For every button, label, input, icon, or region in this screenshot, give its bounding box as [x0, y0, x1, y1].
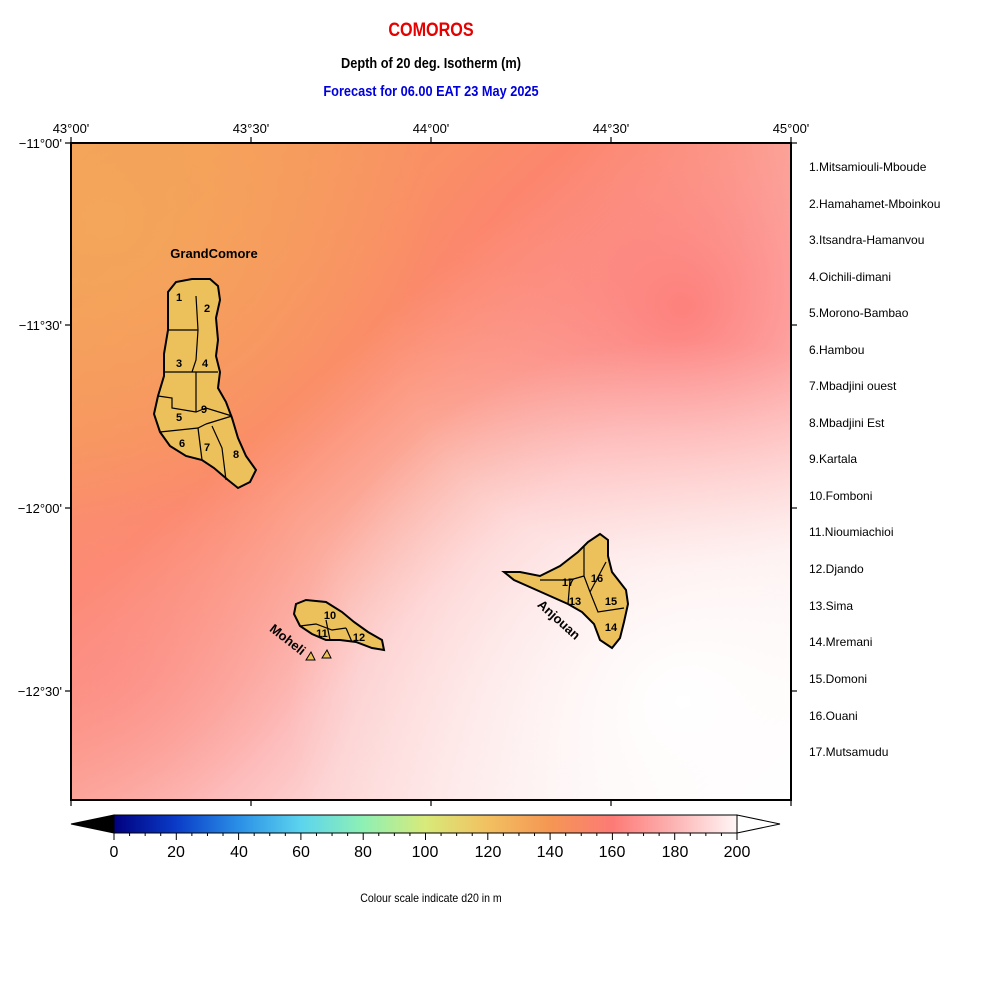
region-number: 9 [201, 404, 207, 416]
region-number: 4 [202, 358, 209, 370]
region-number: 8 [233, 449, 239, 461]
legend-item: 7.Mbadjini ouest [809, 379, 897, 393]
lon-label: 43°00' [53, 121, 90, 136]
colorbar-tick-labels: 0 20 40 60 80 100 120 140 160 180 200 [110, 844, 751, 861]
legend-item: 5.Morono-Bambao [809, 306, 909, 320]
lon-label: 44°30' [593, 121, 630, 136]
legend-item: 9.Kartala [809, 452, 857, 466]
colorbar: 0 20 40 60 80 100 120 140 160 180 200 [70, 814, 781, 861]
region-number: 7 [204, 442, 210, 454]
lat-label: −12°30' [18, 684, 62, 699]
colorbar-tick-label: 100 [412, 844, 439, 861]
colorbar-high-arrow [736, 814, 781, 834]
moheli-island [292, 598, 386, 661]
colorbar-ramp [113, 814, 738, 834]
lat-label: −11°00' [19, 136, 62, 151]
region-number: 17 [562, 577, 574, 589]
region-number: 13 [569, 596, 581, 608]
map-subtitle: Depth of 20 deg. Isotherm (m) [341, 55, 521, 72]
legend-item: 8.Mbadjini Est [809, 416, 885, 430]
region-number: 3 [176, 358, 182, 370]
region-number: 6 [179, 438, 185, 450]
region-number: 14 [605, 622, 618, 634]
legend-item: 16.Ouani [809, 709, 858, 723]
colorbar-tick-label: 40 [230, 844, 248, 861]
colorbar-tick-label: 200 [724, 844, 751, 861]
lon-label: 44°00' [413, 121, 450, 136]
region-number: 1 [176, 292, 182, 304]
anjouan-island [501, 532, 630, 650]
legend-item: 15.Domoni [809, 672, 867, 686]
legend-item: 13.Sima [809, 599, 853, 613]
colorbar-tick-label: 120 [475, 844, 502, 861]
forecast-time: Forecast for 06.00 EAT 23 May 2025 [323, 83, 539, 100]
lon-label: 43°30' [233, 121, 270, 136]
legend-item: 10.Fomboni [809, 489, 872, 503]
region-legend: 1.Mitsamiouli-Mboude 2.Hamahamet-Mboinko… [809, 160, 940, 759]
legend-item: 4.Oichili-dimani [809, 270, 891, 284]
map-title: COMOROS [388, 20, 474, 41]
colorbar-caption: Colour scale indicate d20 in m [360, 891, 502, 905]
lon-labels: 43°00' 43°30' 44°00' 44°30' 45°00' [53, 121, 810, 136]
colorbar-tick-label: 60 [292, 844, 310, 861]
legend-item: 3.Itsandra-Hamanvou [809, 233, 924, 247]
region-number: 15 [605, 596, 617, 608]
colorbar-tick-label: 180 [662, 844, 689, 861]
colorbar-tick-label: 140 [537, 844, 564, 861]
colorbar-tick-label: 80 [354, 844, 372, 861]
legend-item: 1.Mitsamiouli-Mboude [809, 160, 927, 174]
legend-item: 17.Mutsamudu [809, 745, 888, 759]
axis-ticks [65, 137, 797, 806]
lat-labels: −11°00' −11°30' −12°00' −12°30' [18, 136, 62, 699]
legend-item: 2.Hamahamet-Mboinkou [809, 197, 940, 211]
region-number: 12 [353, 632, 365, 644]
legend-item: 12.Djando [809, 562, 864, 576]
colorbar-tick-label: 20 [167, 844, 185, 861]
grand-comore-label: GrandComore [170, 246, 257, 261]
grand-comore-island [152, 278, 258, 490]
lon-label: 45°00' [773, 121, 810, 136]
lat-label: −12°00' [18, 501, 62, 516]
region-number: 11 [316, 628, 328, 640]
colorbar-tick-label: 160 [599, 844, 626, 861]
region-number: 10 [324, 610, 336, 622]
legend-item: 6.Hambou [809, 343, 864, 357]
colorbar-tick-label: 0 [110, 844, 119, 861]
legend-item: 14.Mremani [809, 635, 872, 649]
colorbar-low-arrow [70, 814, 115, 834]
d20-field [71, 143, 791, 800]
region-number: 5 [176, 412, 182, 424]
region-numbers: 1 2 3 4 5 6 7 8 9 10 11 12 13 14 15 16 1… [176, 292, 618, 644]
region-number: 16 [591, 573, 603, 585]
region-number: 2 [204, 303, 210, 315]
legend-item: 11.Nioumiachioi [809, 525, 894, 539]
lat-label: −11°30' [19, 318, 62, 333]
